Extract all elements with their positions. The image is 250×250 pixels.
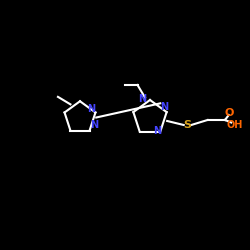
Text: N: N [154,126,162,136]
Text: N: N [138,94,146,104]
Text: OH: OH [227,120,243,130]
Text: S: S [184,120,192,130]
Text: O: O [224,108,234,118]
Text: N: N [90,120,98,130]
Text: N: N [160,102,168,113]
Text: N: N [87,104,95,114]
